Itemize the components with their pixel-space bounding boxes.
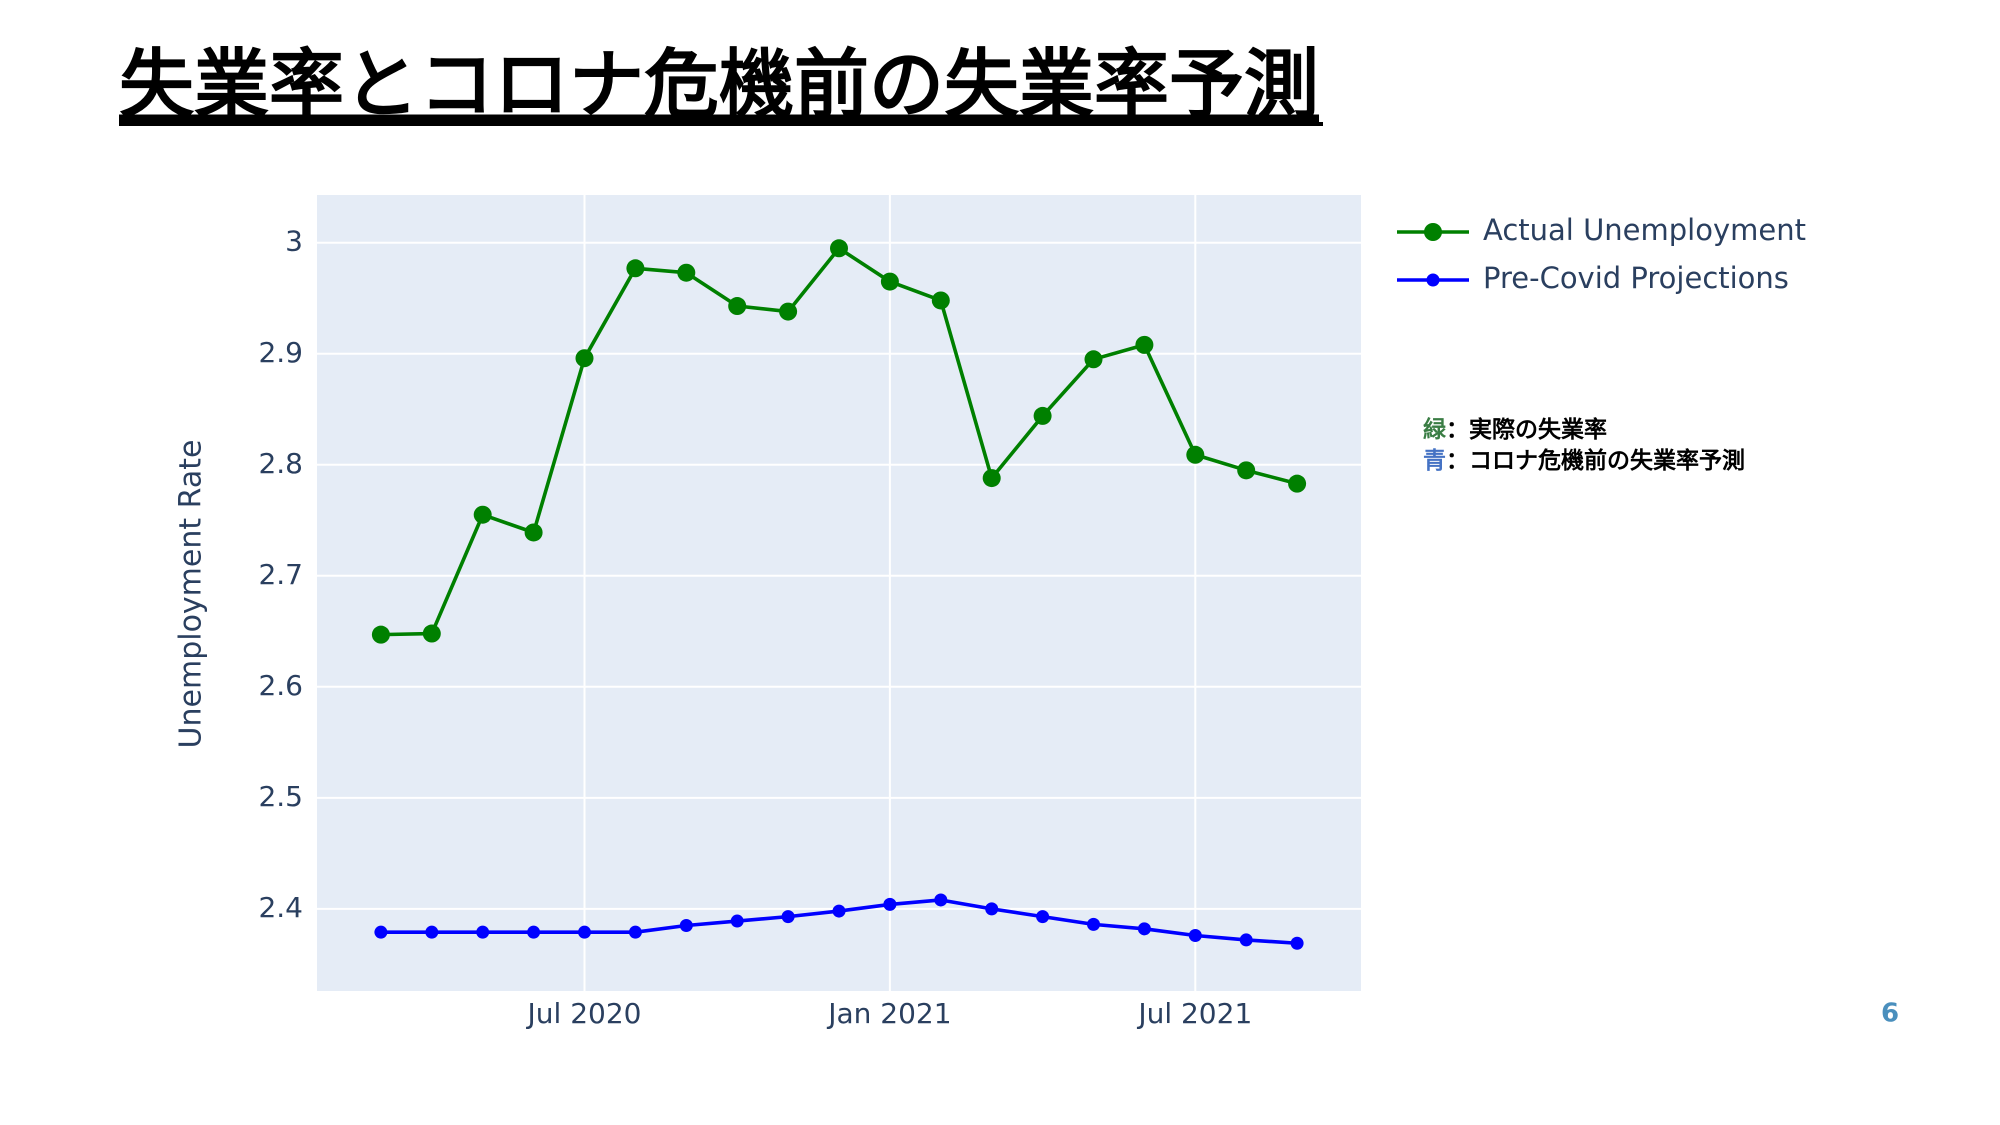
legend-marker — [1426, 273, 1440, 287]
plot-area — [317, 195, 1361, 991]
y-tick-label: 2.4 — [258, 891, 303, 924]
y-tick-label: 2.7 — [258, 558, 303, 591]
data-point — [578, 925, 591, 939]
legend-marker — [1424, 223, 1442, 241]
legend-label: Actual Unemployment — [1483, 213, 1806, 247]
slide-title: 失業率とコロナ危機前の失業率予測 — [119, 41, 1319, 129]
data-point — [1087, 917, 1100, 931]
data-point — [830, 239, 848, 258]
data-point — [371, 625, 390, 644]
x-tick-label: Jul 2020 — [526, 997, 642, 1030]
data-point — [476, 925, 490, 939]
data-point — [1237, 461, 1256, 480]
data-point — [934, 893, 948, 907]
y-tick-label: 2.8 — [258, 447, 303, 480]
annotation: 緑：実際の失業率 — [1423, 416, 1607, 443]
legend-label: Pre-Covid Projections — [1483, 261, 1789, 295]
annotation-text: ：実際の失業率 — [1446, 416, 1607, 443]
data-point — [1186, 445, 1205, 464]
y-axis-title: Unemployment Rate — [174, 440, 209, 749]
data-point — [728, 297, 747, 316]
data-point — [1135, 335, 1154, 354]
data-point — [575, 349, 594, 368]
data-point — [425, 925, 439, 939]
y-tick-label: 2.9 — [258, 336, 303, 369]
data-point — [527, 925, 541, 939]
data-point — [1033, 406, 1052, 425]
data-point — [524, 523, 543, 542]
annotation: 青：コロナ危機前の失業率予測 — [1423, 447, 1745, 474]
data-point — [473, 505, 492, 524]
annotation-key: 緑 — [1423, 416, 1447, 443]
data-point — [883, 897, 897, 911]
data-point — [1288, 474, 1307, 493]
x-tick-label: Jul 2021 — [1136, 997, 1252, 1030]
data-point — [832, 904, 846, 918]
data-point — [880, 272, 899, 291]
y-tick-label: 3 — [285, 225, 303, 258]
data-point — [679, 918, 693, 932]
annotation-key: 青 — [1423, 448, 1446, 474]
data-point — [1084, 350, 1103, 369]
data-point — [781, 910, 795, 924]
data-point — [1290, 936, 1304, 950]
data-point — [628, 925, 642, 939]
annotation-text: ：コロナ危機前の失業率予測 — [1446, 447, 1745, 474]
data-point — [677, 263, 696, 282]
data-point — [779, 302, 798, 321]
data-point — [730, 914, 744, 928]
data-point — [985, 902, 999, 916]
y-tick-label: 2.5 — [258, 780, 303, 813]
data-point — [1036, 910, 1050, 924]
x-tick-label: Jan 2021 — [826, 997, 951, 1030]
y-tick-label: 2.6 — [258, 669, 303, 702]
data-point — [931, 291, 950, 310]
data-point — [374, 925, 388, 939]
data-point — [982, 469, 1001, 488]
page-number: 6 — [1881, 999, 1899, 1029]
data-point — [1239, 933, 1253, 947]
data-point — [1137, 922, 1151, 936]
data-point — [626, 259, 645, 278]
data-point — [422, 624, 441, 643]
data-point — [1188, 928, 1202, 942]
